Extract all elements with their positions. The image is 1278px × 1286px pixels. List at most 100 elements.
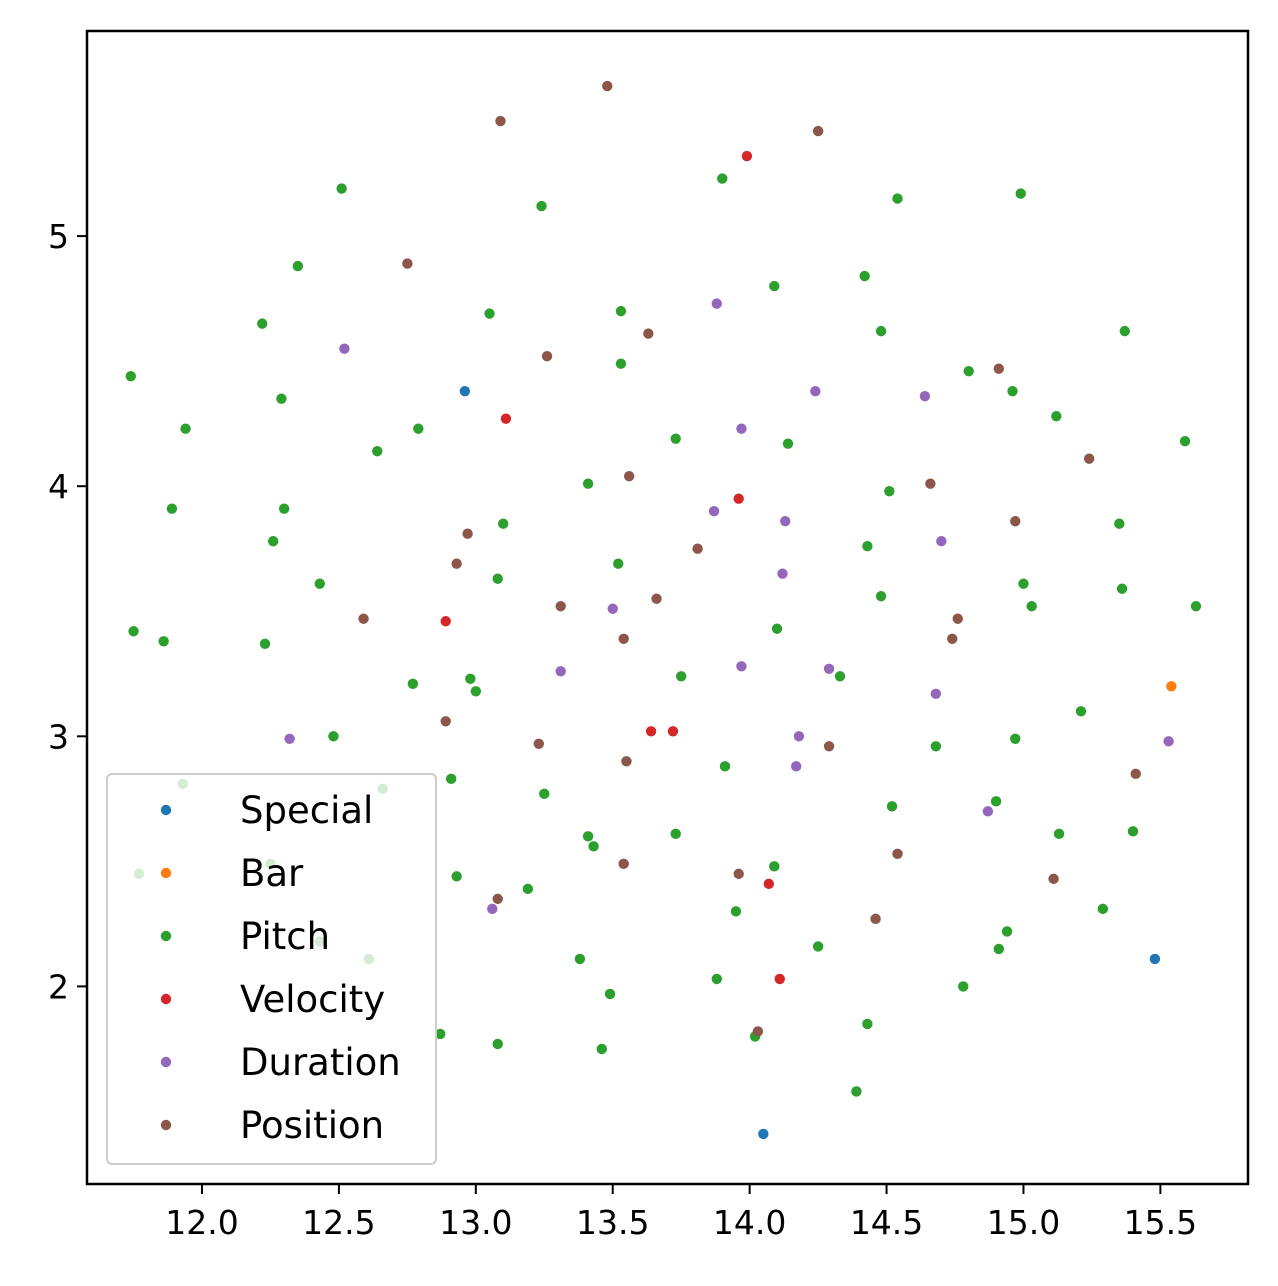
point-pitch	[484, 308, 495, 319]
legend-marker	[160, 867, 172, 879]
point-position	[462, 528, 473, 539]
x-tick-label: 13.0	[439, 1203, 512, 1242]
point-pitch	[892, 193, 903, 204]
point-velocity	[440, 616, 451, 627]
point-duration	[919, 390, 931, 402]
point-duration	[607, 603, 618, 614]
point-pitch	[730, 906, 742, 917]
y-tick-label: 2	[48, 967, 69, 1006]
point-pitch	[1010, 733, 1021, 745]
y-tick-label: 5	[48, 217, 69, 256]
legend-box	[106, 773, 437, 1165]
y-axis: 2 3 4 5	[48, 217, 87, 1006]
point-duration	[936, 536, 947, 547]
y-tick-label: 3	[48, 717, 69, 756]
point-pitch	[771, 623, 783, 634]
point-position	[952, 613, 963, 624]
point-pitch	[166, 503, 178, 514]
point-position	[692, 543, 703, 554]
point-position	[402, 258, 413, 269]
point-duration	[736, 423, 747, 434]
point-duration	[339, 343, 350, 354]
point-pitch	[470, 686, 482, 697]
point-pitch	[492, 1038, 503, 1050]
point-duration	[711, 298, 722, 309]
point-pitch	[465, 673, 476, 684]
point-position	[495, 115, 506, 127]
point-position	[947, 633, 958, 644]
legend-label: Pitch	[240, 915, 330, 958]
point-bar	[1166, 681, 1177, 692]
point-position	[618, 633, 629, 644]
axes-frame	[85, 29, 1250, 1186]
point-pitch	[1190, 601, 1202, 612]
x-tick-label: 14.0	[713, 1203, 786, 1242]
point-velocity	[667, 726, 679, 737]
point-duration	[823, 663, 835, 674]
point-position	[643, 328, 654, 339]
x-tick-label: 14.5	[850, 1203, 923, 1242]
point-position	[621, 756, 632, 767]
legend-label: Special	[240, 789, 373, 832]
point-pitch	[711, 973, 722, 985]
point-pitch	[267, 536, 279, 547]
point-pitch	[596, 1043, 607, 1055]
point-pitch	[536, 200, 547, 212]
point-position	[752, 1026, 764, 1037]
point-pitch	[993, 943, 1005, 955]
point-pitch	[445, 773, 457, 785]
point-pitch	[539, 788, 550, 800]
point-position	[823, 741, 835, 752]
point-pitch	[604, 988, 616, 1000]
point-pitch	[336, 183, 347, 194]
point-pitch	[875, 591, 887, 602]
point-pitch	[717, 173, 728, 184]
point-position	[733, 868, 744, 880]
series-position	[358, 80, 1141, 1037]
point-pitch	[257, 318, 268, 329]
point-duration	[736, 661, 747, 672]
legend: Special Bar Pitch Velocity Duration Position	[106, 773, 437, 1165]
point-velocity	[645, 726, 657, 737]
point-pitch	[1026, 601, 1037, 612]
point-special	[459, 385, 471, 397]
point-pitch	[588, 841, 599, 852]
point-pitch	[613, 558, 624, 569]
point-pitch	[1015, 188, 1026, 199]
point-position	[358, 613, 369, 624]
point-position	[925, 478, 936, 489]
x-axis: 12.0 12.5 13.0 13.5 14.0 14.5 15.0 15.5	[165, 1184, 1197, 1242]
point-pitch	[963, 365, 974, 377]
point-pitch	[292, 260, 304, 272]
point-special	[1149, 953, 1161, 965]
point-duration	[708, 506, 720, 517]
legend-marker	[160, 804, 172, 816]
legend-marker	[160, 993, 172, 1005]
legend-label: Position	[240, 1104, 384, 1147]
legend-marker	[160, 930, 172, 942]
point-duration	[793, 731, 805, 742]
x-tick-label: 12.0	[165, 1203, 238, 1242]
point-pitch	[670, 828, 681, 840]
point-position	[602, 80, 613, 92]
point-position	[451, 558, 462, 569]
point-pitch	[1007, 385, 1018, 397]
point-pitch	[328, 731, 339, 742]
point-pitch	[1116, 583, 1128, 594]
point-pitch	[769, 861, 780, 872]
point-position	[1048, 873, 1059, 885]
point-position	[492, 893, 503, 905]
point-pitch	[180, 423, 191, 434]
point-pitch	[615, 305, 627, 317]
x-tick-label: 12.5	[302, 1203, 375, 1242]
point-pitch	[413, 423, 424, 434]
point-duration	[790, 761, 802, 772]
point-pitch	[769, 280, 780, 292]
point-pitch	[930, 741, 942, 752]
point-pitch	[851, 1086, 862, 1097]
point-pitch	[859, 270, 870, 282]
point-pitch	[582, 831, 594, 842]
point-position	[533, 738, 545, 750]
point-pitch	[862, 1018, 873, 1030]
